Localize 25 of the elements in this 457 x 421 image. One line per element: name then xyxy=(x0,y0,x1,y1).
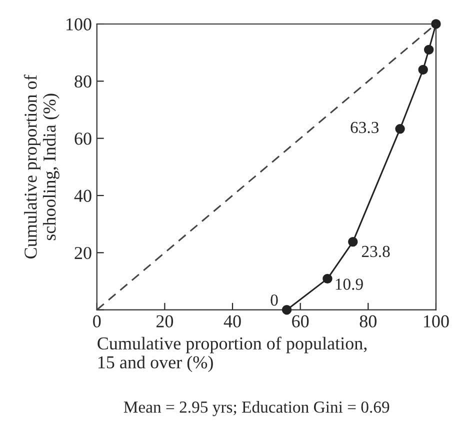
x-tick-label: 0 xyxy=(93,315,101,328)
x-tick-label: 60 xyxy=(292,315,309,328)
y-axis-title: Cumulative proportion of schooling, India (%) xyxy=(24,74,60,258)
data-label: 63.3 xyxy=(350,122,379,134)
x-tick-label: 80 xyxy=(360,315,376,328)
point xyxy=(418,64,428,75)
y-tick-label: 100 xyxy=(66,18,92,30)
y-tick-label: 40 xyxy=(74,190,92,202)
x-tick-label: 20 xyxy=(156,315,174,328)
y-tick-label: 80 xyxy=(74,75,92,88)
data-label: 10.9 xyxy=(336,278,363,290)
x-tick-label: 100 xyxy=(424,315,449,328)
point xyxy=(395,124,405,134)
point xyxy=(282,304,292,315)
x-tick-label: 40 xyxy=(224,315,241,328)
y-tick-label: 20 xyxy=(74,246,92,260)
point xyxy=(424,44,434,55)
point xyxy=(322,274,332,284)
point xyxy=(431,19,441,29)
x-axis-title: Cumulative proportion of population, 15 and over (%) xyxy=(98,336,367,372)
point xyxy=(348,236,358,247)
text: Mean = 2.95 yrs; Education Gini = 0.69 xyxy=(124,401,390,416)
data-label: 23.8 xyxy=(362,246,390,258)
data-label: 0 xyxy=(270,294,278,306)
y-tick-label: 60 xyxy=(74,132,92,145)
